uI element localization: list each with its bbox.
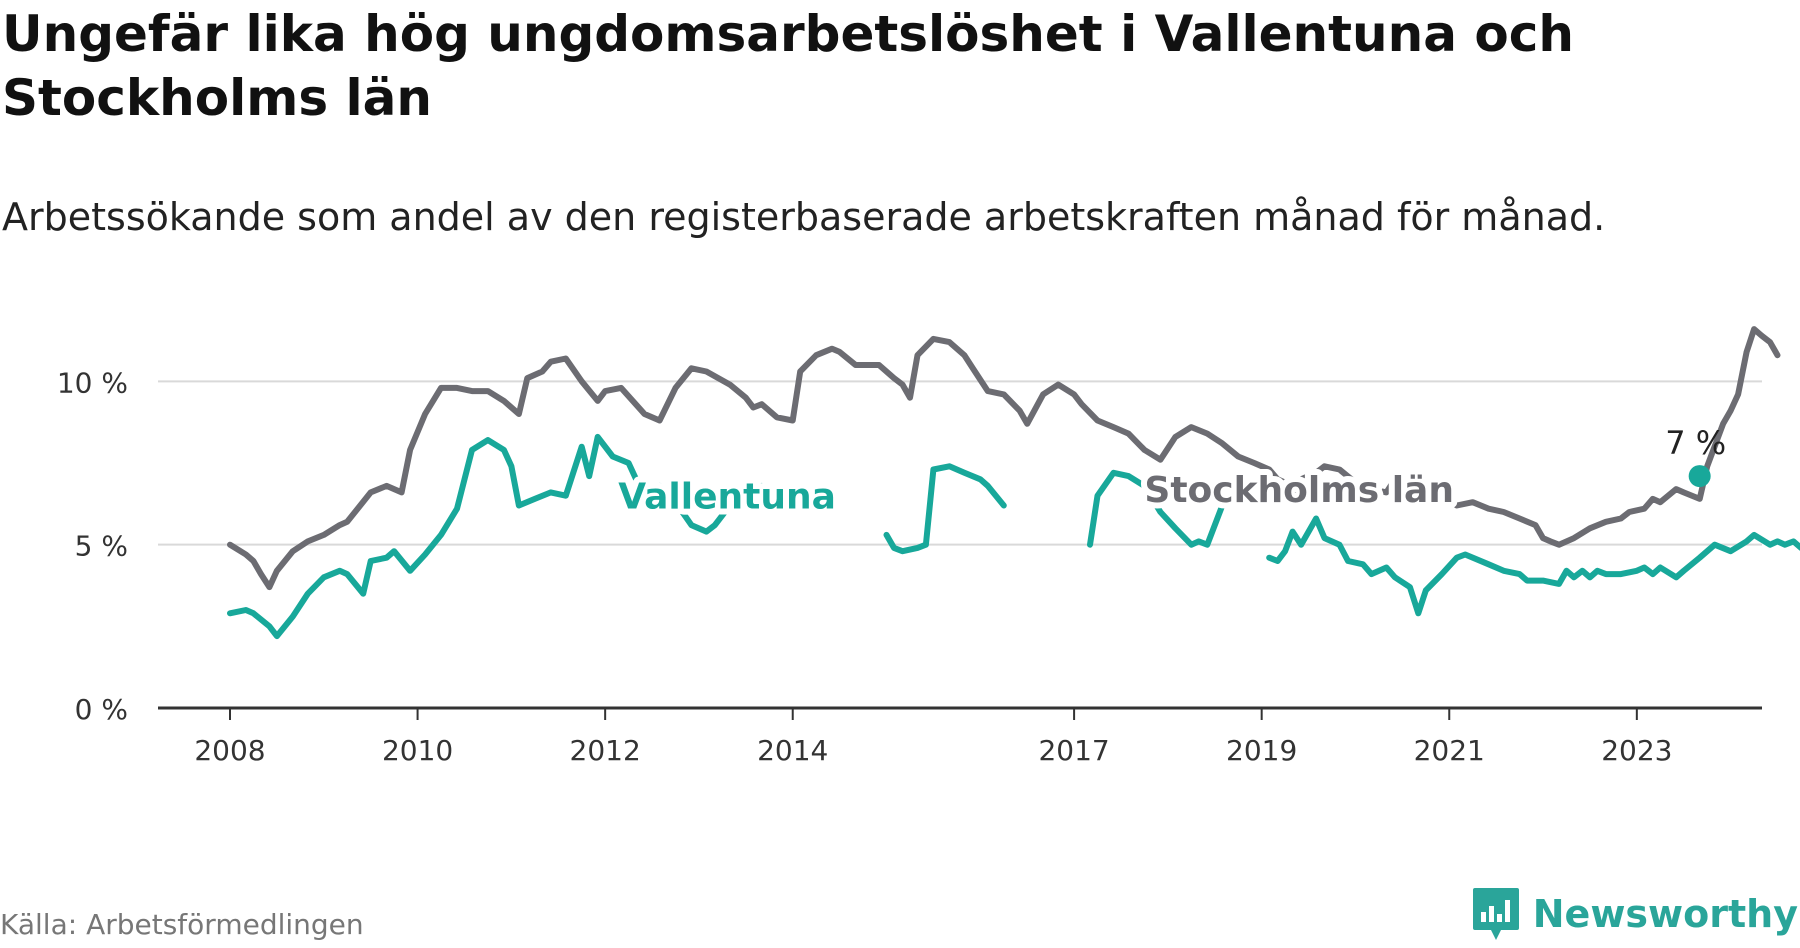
stockholms-lan-line bbox=[227, 326, 1781, 591]
x-tick-label: 2023 bbox=[1601, 734, 1672, 767]
x-tick-label: 2010 bbox=[382, 734, 453, 767]
chart-subtitle: Arbetssökande som andel av den registerb… bbox=[2, 195, 1606, 239]
stockholms-lan-label: Stockholms län bbox=[1144, 470, 1454, 511]
annotations: 7 % bbox=[1665, 424, 1726, 488]
vallentuna-line bbox=[1087, 469, 1234, 548]
x-tick-label: 2017 bbox=[1038, 734, 1109, 767]
vallentuna-label: Vallentuna bbox=[618, 477, 836, 518]
y-tick-label: 5 % bbox=[75, 530, 128, 563]
x-tick-label: 2014 bbox=[757, 734, 828, 767]
brand-logo: Newsworthy bbox=[1471, 886, 1798, 942]
vallentuna-line bbox=[1266, 515, 1800, 617]
y-axis-ticks: 0 % 5 % 10 % bbox=[57, 366, 128, 726]
endpoint-value-label: 7 % bbox=[1665, 424, 1726, 462]
series-lines bbox=[227, 326, 1800, 640]
vallentuna-line bbox=[883, 463, 1007, 555]
vallentuna-line bbox=[227, 433, 780, 640]
vallentuna-endpoint-marker bbox=[1688, 465, 1711, 488]
vallentuna-label-halo: Vallentuna bbox=[618, 477, 836, 518]
x-tick-label: 2012 bbox=[570, 734, 641, 767]
x-tick-label: 2021 bbox=[1414, 734, 1485, 767]
source-note: Källa: Arbetsförmedlingen bbox=[0, 908, 364, 941]
x-tick-label: 2008 bbox=[194, 734, 265, 767]
y-tick-label: 10 % bbox=[57, 366, 128, 399]
newsworthy-logo-icon bbox=[1472, 888, 1519, 940]
stockholms-lan-label-halo: Stockholms län bbox=[1144, 470, 1454, 511]
y-tick-label: 0 % bbox=[75, 693, 128, 726]
x-tick-label: 2019 bbox=[1226, 734, 1297, 767]
gridlines bbox=[158, 380, 1762, 546]
brand-name: Newsworthy bbox=[1532, 892, 1798, 936]
x-axis: 2008 2010 2012 2014 2017 2019 2021 2023 bbox=[158, 706, 1762, 767]
chart-title: Ungefär lika hög ungdomsarbetslöshet i V… bbox=[2, 5, 1574, 127]
